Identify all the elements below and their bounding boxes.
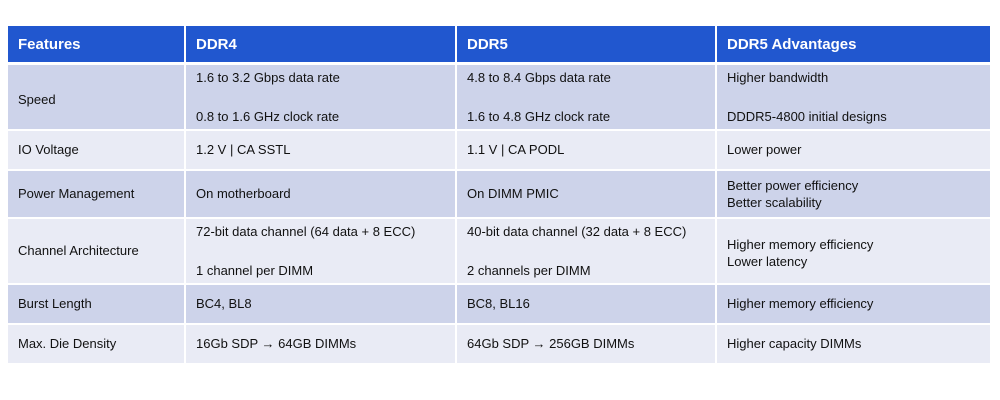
ddr4-value: 72-bit data channel (64 data + 8 ECC) — [196, 223, 416, 239]
feature-cell: IO Voltage — [8, 129, 186, 171]
ddr5-value: 40-bit data channel (32 data + 8 ECC) — [467, 223, 687, 239]
ddr4-cell: On motherboard — [185, 169, 457, 219]
advantages-cell: Lower power — [716, 129, 990, 171]
ddr5-value: On DIMM PMIC — [467, 186, 559, 201]
advantages-cell: Higher memory efficiency Lower latency — [716, 217, 990, 285]
advantage-value: Higher bandwidth — [727, 69, 829, 85]
header-features: Features — [8, 26, 186, 65]
ddr4-value: 1 channel per DIMM — [196, 262, 314, 278]
table-row: Channel Architecture 72-bit data channel… — [8, 217, 990, 285]
feature-label: Channel Architecture — [18, 243, 139, 258]
ddr4-value: 0.8 to 1.6 GHz clock rate — [196, 108, 340, 124]
ddr5-value: 1.1 V | CA PODL — [467, 142, 565, 157]
ddr4-vs-ddr5-table: Features DDR4 DDR5 DDR5 Advantages Speed… — [8, 26, 990, 365]
advantage-value: Lower power — [727, 142, 802, 157]
ddr5-cell: 4.8 to 8.4 Gbps data rate 1.6 to 4.8 GHz… — [456, 63, 717, 131]
feature-label: Speed — [18, 92, 56, 108]
ddr5-cell: 40-bit data channel (32 data + 8 ECC) 2 … — [456, 217, 717, 285]
advantage-value: DDDR5-4800 initial designs — [727, 108, 887, 124]
advantages-cell: Better power efficiency Better scalabili… — [716, 169, 990, 219]
ddr5-value: 1.6 to 4.8 GHz clock rate — [467, 108, 611, 124]
ddr4-cell: BC4, BL8 — [185, 283, 457, 325]
advantage-value: Better scalability — [727, 194, 822, 210]
feature-cell: Max. Die Density — [8, 323, 186, 365]
ddr5-cell: 1.1 V | CA PODL — [456, 129, 717, 171]
ddr4-cell: 72-bit data channel (64 data + 8 ECC) 1 … — [185, 217, 457, 285]
table-row: Max. Die Density 16Gb SDP → 64GB DIMMs 6… — [8, 323, 990, 365]
ddr4-value: 16Gb SDP → 64GB DIMMs — [196, 336, 357, 351]
ddr4-cell: 16Gb SDP → 64GB DIMMs — [185, 323, 457, 365]
advantages-cell: Higher capacity DIMMs — [716, 323, 990, 365]
ddr5-cell: On DIMM PMIC — [456, 169, 717, 219]
ddr4-cell: 1.6 to 3.2 Gbps data rate 0.8 to 1.6 GHz… — [185, 63, 457, 131]
ddr5-value: 2 channels per DIMM — [467, 262, 591, 278]
feature-label: Max. Die Density — [18, 336, 117, 351]
header-ddr5-advantages: DDR5 Advantages — [716, 26, 990, 65]
feature-label: IO Voltage — [18, 142, 79, 157]
ddr4-value: BC4, BL8 — [196, 296, 252, 311]
header-row: Features DDR4 DDR5 DDR5 Advantages — [8, 26, 990, 65]
ddr5-value: BC8, BL16 — [467, 296, 530, 311]
ddr4-cell: 1.2 V | CA SSTL — [185, 129, 457, 171]
table-row: Speed 1.6 to 3.2 Gbps data rate 0.8 to 1… — [8, 63, 990, 131]
header-ddr4: DDR4 — [185, 26, 457, 65]
feature-cell: Power Management — [8, 169, 186, 219]
advantages-cell: Higher bandwidth DDDR5-4800 initial desi… — [716, 63, 990, 131]
ddr4-value: 1.6 to 3.2 Gbps data rate — [196, 69, 340, 85]
header-ddr5: DDR5 — [456, 26, 717, 65]
advantage-value: Higher memory efficiency — [727, 236, 874, 252]
ddr5-cell: 64Gb SDP → 256GB DIMMs — [456, 323, 717, 365]
advantage-value: Better power efficiency — [727, 177, 859, 193]
feature-cell: Burst Length — [8, 283, 186, 325]
ddr4-value: 1.2 V | CA SSTL — [196, 142, 291, 157]
feature-label: Burst Length — [18, 296, 92, 311]
advantage-value: Higher capacity DIMMs — [727, 336, 862, 351]
advantage-value: Higher memory efficiency — [727, 296, 874, 311]
feature-cell: Channel Architecture — [8, 217, 186, 285]
ddr5-value: 64Gb SDP → 256GB DIMMs — [467, 336, 635, 351]
advantages-cell: Higher memory efficiency — [716, 283, 990, 325]
feature-label: Power Management — [18, 186, 135, 201]
table-row: Burst Length BC4, BL8 BC8, BL16 Higher m… — [8, 283, 990, 325]
table-row: IO Voltage 1.2 V | CA SSTL 1.1 V | CA PO… — [8, 129, 990, 171]
table-row: Power Management On motherboard On DIMM … — [8, 169, 990, 219]
ddr5-cell: BC8, BL16 — [456, 283, 717, 325]
ddr4-value: On motherboard — [196, 186, 291, 201]
feature-cell: Speed — [8, 63, 186, 131]
ddr5-value: 4.8 to 8.4 Gbps data rate — [467, 69, 611, 85]
advantage-value: Lower latency — [727, 253, 808, 269]
